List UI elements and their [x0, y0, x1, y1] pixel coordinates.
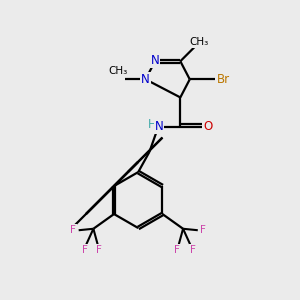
Text: CH₃: CH₃ [109, 66, 128, 76]
Text: Br: Br [217, 73, 230, 86]
Text: F: F [200, 225, 206, 235]
Text: O: O [204, 120, 213, 134]
Text: F: F [190, 245, 196, 255]
Text: N: N [151, 54, 159, 67]
Text: CH₃: CH₃ [190, 37, 209, 47]
Text: N: N [154, 120, 163, 134]
Text: F: F [82, 245, 88, 255]
Text: F: F [96, 245, 102, 255]
Text: H: H [147, 118, 156, 131]
Text: N: N [141, 73, 150, 86]
Text: F: F [174, 245, 180, 255]
Text: F: F [70, 225, 76, 235]
